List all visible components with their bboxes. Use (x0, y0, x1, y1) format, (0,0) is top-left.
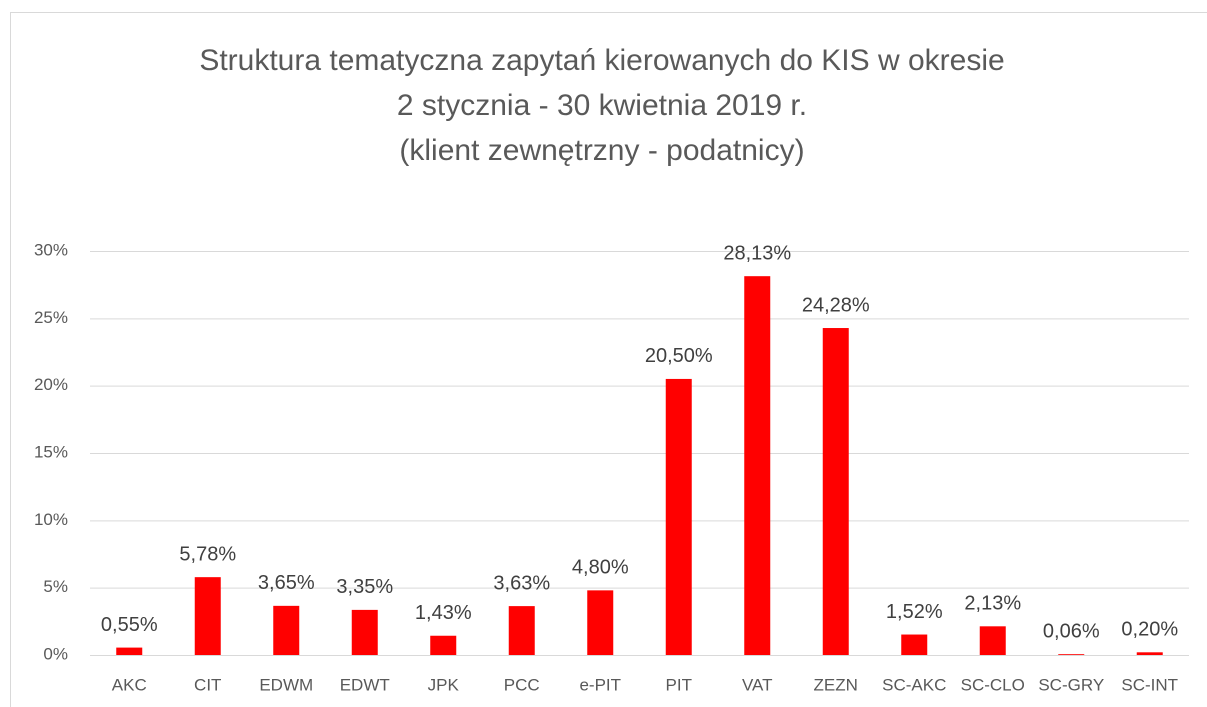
chart-title: 2 stycznia - 30 kwietnia 2019 r. (397, 89, 807, 122)
data-label: 0,55% (101, 614, 158, 636)
y-tick-label: 0% (43, 644, 68, 663)
y-tick-label: 30% (34, 240, 68, 259)
data-label: 20,50% (645, 345, 713, 367)
bar (430, 635, 457, 655)
data-label: 0,06% (1043, 620, 1100, 642)
data-label: 5,78% (179, 543, 236, 565)
y-tick-label: 15% (34, 442, 68, 461)
bar (587, 590, 614, 655)
bar (194, 577, 221, 655)
x-tick-label: CIT (194, 675, 221, 694)
x-tick-label: PCC (504, 675, 540, 694)
x-tick-label: VAT (742, 675, 773, 694)
bar (1136, 652, 1163, 655)
data-label: 3,65% (258, 572, 315, 594)
chart-title: Struktura tematyczna zapytań kierowanych… (199, 44, 1004, 77)
data-label: 1,52% (886, 601, 943, 623)
data-label: 0,20% (1121, 619, 1178, 641)
bar (508, 606, 535, 655)
bar (979, 626, 1006, 655)
x-tick-label: SC-GRY (1038, 675, 1104, 694)
y-tick-label: 10% (34, 510, 68, 529)
data-label: 24,28% (802, 294, 870, 316)
y-tick-label: 20% (34, 375, 68, 394)
x-tick-label: SC-CLO (961, 675, 1025, 694)
chart-title: (klient zewnętrzny - podatnicy) (399, 134, 804, 167)
y-tick-label: 5% (43, 577, 68, 596)
x-tick-label: PIT (666, 675, 692, 694)
x-tick-label: EDWM (259, 675, 313, 694)
bar (822, 328, 849, 655)
bar (273, 605, 300, 655)
data-label: 28,13% (723, 242, 791, 264)
bar (665, 378, 692, 655)
bar (744, 276, 771, 655)
y-tick-label: 25% (34, 308, 68, 327)
x-tick-label: ZEZN (814, 675, 858, 694)
data-label: 4,80% (572, 557, 629, 579)
x-tick-label: SC-INT (1121, 675, 1178, 694)
x-tick-label: e-PIT (579, 675, 621, 694)
x-tick-label: JPK (428, 675, 460, 694)
bar (116, 647, 143, 655)
bar (1058, 654, 1085, 655)
bar (351, 609, 378, 655)
x-tick-label: EDWT (340, 675, 390, 694)
data-label: 1,43% (415, 602, 472, 624)
x-tick-label: AKC (112, 675, 147, 694)
x-tick-label: SC-AKC (882, 675, 946, 694)
data-label: 3,35% (336, 576, 393, 598)
data-label: 3,63% (493, 572, 550, 594)
bar (901, 634, 928, 655)
data-label: 2,13% (964, 593, 1021, 615)
